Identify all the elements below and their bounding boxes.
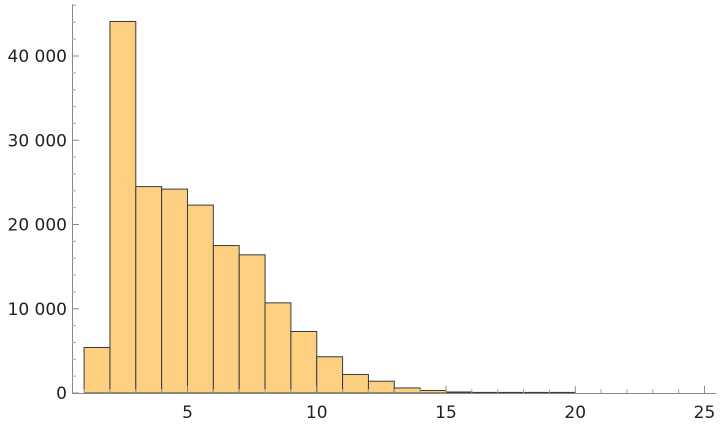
histogram-bar-18 — [523, 391, 550, 394]
histogram-bar-6 — [212, 245, 240, 394]
x-tick-label: 10 — [306, 403, 328, 423]
y-tick-label: 0 — [56, 384, 67, 404]
histogram-bar-19 — [548, 391, 576, 394]
histogram-bar-7 — [238, 254, 266, 394]
histogram-bar-11 — [342, 373, 369, 394]
histogram-bar-14 — [419, 389, 447, 394]
histogram-bar-9 — [290, 331, 318, 394]
histogram-bar-17 — [497, 391, 525, 394]
axes-group: 5 10 15 20 25 0 10 000 20 000 30 000 40 000 — [8, 4, 716, 423]
y-tick-label: 40 000 — [8, 47, 67, 67]
histogram-bar-4 — [161, 188, 188, 394]
histogram-bar-12 — [367, 380, 395, 394]
histogram-bar-16 — [471, 391, 499, 394]
x-tick-label: 5 — [182, 403, 193, 423]
y-tick-labels-group: 0 10 000 20 000 30 000 40 000 — [8, 47, 67, 404]
y-tick-label: 10 000 — [8, 300, 67, 320]
y-tick-label: 20 000 — [8, 216, 67, 236]
x-tick-labels-group: 5 10 15 20 25 — [182, 403, 715, 423]
histogram-bar-8 — [264, 302, 292, 394]
histogram-bar-5 — [187, 204, 214, 394]
bars-group — [83, 20, 576, 394]
histogram-bar-2 — [109, 20, 137, 394]
histogram-bar-3 — [135, 186, 163, 394]
y-ticks-group — [72, 4, 79, 394]
histogram-bar-15 — [445, 391, 473, 394]
histogram-bar-10 — [316, 356, 344, 394]
x-tick-label: 20 — [564, 403, 586, 423]
histogram-bar-13 — [393, 387, 421, 394]
x-ticks-group — [83, 386, 705, 393]
histogram-bar-1 — [83, 347, 111, 394]
x-tick-label: 25 — [694, 403, 716, 423]
y-tick-label: 30 000 — [8, 131, 67, 151]
x-tick-label: 15 — [435, 403, 457, 423]
